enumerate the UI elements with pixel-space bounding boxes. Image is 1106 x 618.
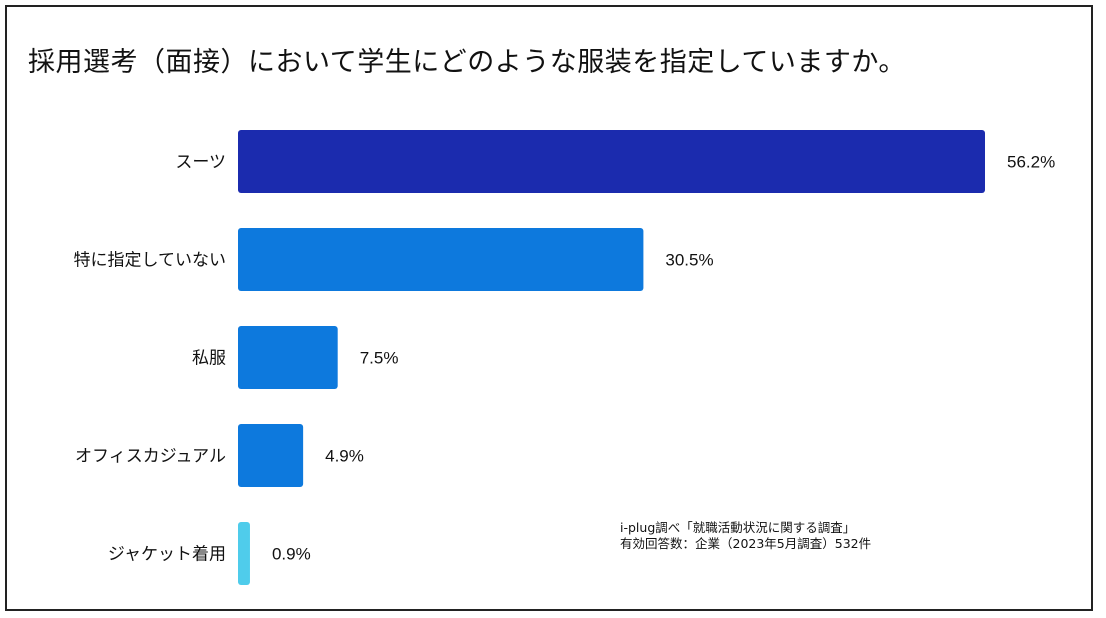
value-label: 0.9%	[272, 545, 311, 564]
value-label: 4.9%	[325, 447, 364, 466]
category-label: 私服	[192, 349, 226, 369]
bar-1	[238, 130, 985, 193]
source-note-line-2: 有効回答数：企業（2023年5月調査）532件	[620, 536, 872, 551]
category-label: スーツ	[175, 153, 226, 173]
bar-3	[238, 326, 338, 389]
category-label: 特に指定していない	[74, 251, 227, 271]
bar-4	[238, 424, 304, 487]
value-label: 30.5%	[665, 251, 713, 270]
category-label: オフィスカジュアル	[75, 447, 226, 467]
bar-5	[238, 522, 250, 585]
chart-title: 採用選考（面接）において学生にどのような服装を指定していますか。	[28, 47, 906, 78]
bar-2	[238, 228, 644, 291]
source-note: i-plug調べ「就職活動状況に関する調査」 有効回答数：企業（2023年5月調…	[620, 520, 871, 552]
value-label: 56.2%	[1007, 153, 1055, 172]
source-note-line-1: i-plug調べ「就職活動状況に関する調査」	[620, 520, 856, 535]
category-label: ジャケット着用	[108, 545, 226, 565]
value-label: 7.5%	[360, 349, 399, 368]
chart-frame	[5, 5, 1093, 611]
